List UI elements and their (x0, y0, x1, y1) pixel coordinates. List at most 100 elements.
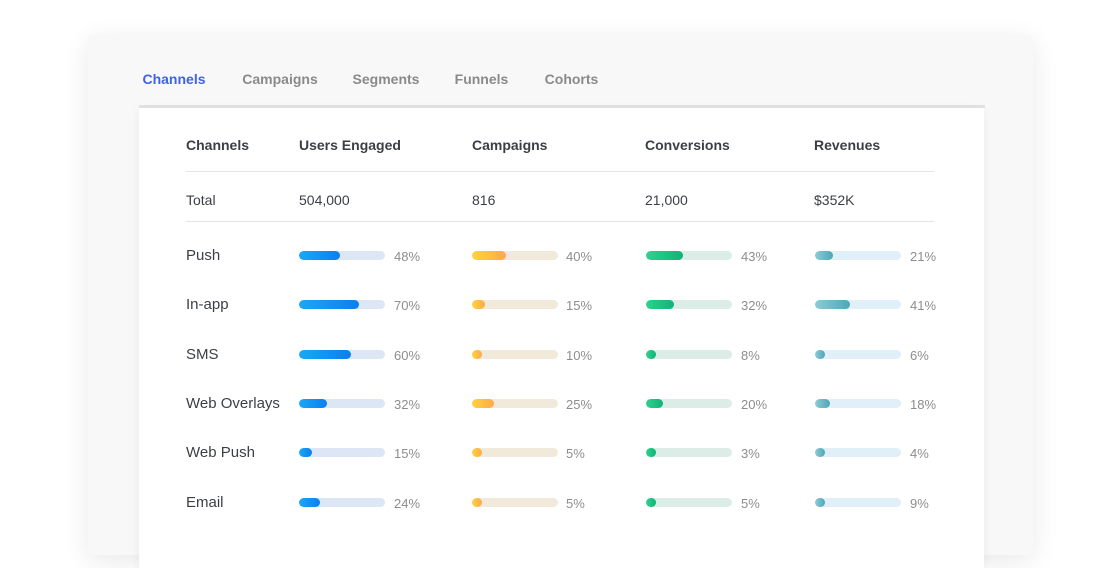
revenues-progress-track (815, 498, 901, 507)
revenues-progress-fill (815, 498, 826, 507)
column-header-channels: Channels (186, 137, 250, 153)
conversions-progress-fill (646, 300, 674, 309)
revenues-progress-track (815, 300, 901, 309)
total-divider (186, 221, 934, 222)
total-conversions: 21,000 (645, 192, 688, 208)
campaigns-percent: 5% (566, 496, 585, 511)
revenues-percent: 6% (910, 348, 929, 363)
users-engaged-percent: 32% (394, 397, 421, 412)
users-engaged-progress-track (299, 300, 385, 309)
conversions-progress-fill (646, 448, 657, 457)
row-channel-label: SMS (186, 346, 219, 363)
conversions-progress-track (646, 399, 732, 408)
tab-funnels-label: Funnels (454, 71, 509, 87)
conversions-progress-track (646, 300, 732, 309)
tab-segments-label: Segments (352, 71, 420, 87)
campaigns-percent: 40% (566, 249, 593, 264)
users-engaged-progress-fill (299, 300, 360, 309)
campaigns-progress-fill (472, 350, 483, 359)
users-engaged-percent: 15% (394, 446, 421, 461)
conversions-progress-fill (646, 350, 657, 359)
revenues-progress-fill (815, 300, 851, 309)
campaigns-percent: 10% (566, 348, 593, 363)
campaigns-percent: 15% (566, 298, 593, 313)
users-engaged-percent: 70% (394, 298, 421, 313)
revenues-progress-fill (815, 251, 834, 260)
campaigns-progress-track (472, 448, 558, 457)
users-engaged-progress-fill (299, 448, 312, 457)
revenues-progress-track (815, 350, 901, 359)
users-engaged-percent: 24% (394, 496, 421, 511)
revenues-progress-track (815, 251, 901, 260)
users-engaged-progress-track (299, 399, 385, 408)
conversions-percent: 3% (741, 446, 760, 461)
revenues-progress-fill (815, 448, 826, 457)
row-channel-label: Email (186, 494, 224, 511)
total-revenues: $352K (814, 192, 855, 208)
campaigns-progress-fill (472, 448, 483, 457)
column-header-revenues: Revenues (814, 137, 881, 153)
users-engaged-progress-fill (299, 350, 351, 359)
row-channel-label: Web Overlays (186, 395, 280, 412)
row-channel-label: Push (186, 247, 221, 264)
conversions-progress-track (646, 350, 732, 359)
users-engaged-percent: 60% (394, 348, 421, 363)
tab-channels-label: Channels (142, 71, 206, 87)
conversions-percent: 5% (741, 496, 760, 511)
revenues-percent: 4% (910, 446, 929, 461)
tab-campaigns-label: Campaigns (242, 71, 318, 87)
tab-segments[interactable]: Segments (351, 71, 421, 108)
users-engaged-percent: 48% (394, 249, 421, 264)
row-channel-label: Web Push (186, 444, 255, 461)
revenues-percent: 41% (910, 298, 937, 313)
tab-bar: Channels Campaigns Segments Funnels Coho… (139, 35, 985, 111)
conversions-progress-track (646, 448, 732, 457)
conversions-percent: 43% (741, 249, 768, 264)
conversions-progress-fill (646, 251, 683, 260)
campaigns-progress-track (472, 300, 558, 309)
campaigns-progress-fill (472, 251, 507, 260)
conversions-progress-track (646, 498, 732, 507)
revenues-percent: 18% (910, 397, 937, 412)
campaigns-progress-track (472, 498, 558, 507)
revenues-percent: 21% (910, 249, 937, 264)
revenues-progress-fill (815, 350, 826, 359)
conversions-percent: 20% (741, 397, 768, 412)
users-engaged-progress-fill (299, 498, 320, 507)
tab-funnels[interactable]: Funnels (454, 71, 509, 108)
column-header-campaigns: Campaigns (472, 137, 548, 153)
revenues-progress-track (815, 399, 901, 408)
conversions-percent: 8% (741, 348, 760, 363)
tab-cohorts-label: Cohorts (544, 71, 599, 87)
campaigns-percent: 25% (566, 397, 593, 412)
column-header-users-engaged: Users Engaged (299, 137, 401, 153)
conversions-progress-fill (646, 399, 664, 408)
conversions-progress-fill (646, 498, 657, 507)
row-channel-label: In-app (186, 296, 229, 313)
header-divider (186, 171, 934, 172)
campaigns-progress-fill (472, 399, 494, 408)
total-label: Total (186, 192, 216, 208)
tab-campaigns[interactable]: Campaigns (240, 71, 320, 108)
column-header-conversions: Conversions (645, 137, 730, 153)
conversions-percent: 32% (741, 298, 768, 313)
conversions-progress-track (646, 251, 732, 260)
tab-channels[interactable]: Channels (139, 71, 209, 111)
analytics-card: Channels Campaigns Segments Funnels Coho… (88, 35, 1033, 568)
tab-cohorts[interactable]: Cohorts (544, 71, 599, 108)
users-engaged-progress-fill (299, 251, 341, 260)
channels-table: Channels Users Engaged Campaigns Convers… (139, 108, 984, 568)
campaigns-progress-fill (472, 300, 485, 309)
campaigns-progress-track (472, 251, 558, 260)
total-campaigns: 816 (472, 192, 496, 208)
revenues-progress-track (815, 448, 901, 457)
users-engaged-progress-fill (299, 399, 327, 408)
total-users-engaged: 504,000 (299, 192, 350, 208)
users-engaged-progress-track (299, 251, 385, 260)
campaigns-progress-track (472, 350, 558, 359)
revenues-progress-fill (815, 399, 831, 408)
campaigns-percent: 5% (566, 446, 585, 461)
users-engaged-progress-track (299, 448, 385, 457)
users-engaged-progress-track (299, 498, 385, 507)
users-engaged-progress-track (299, 350, 385, 359)
